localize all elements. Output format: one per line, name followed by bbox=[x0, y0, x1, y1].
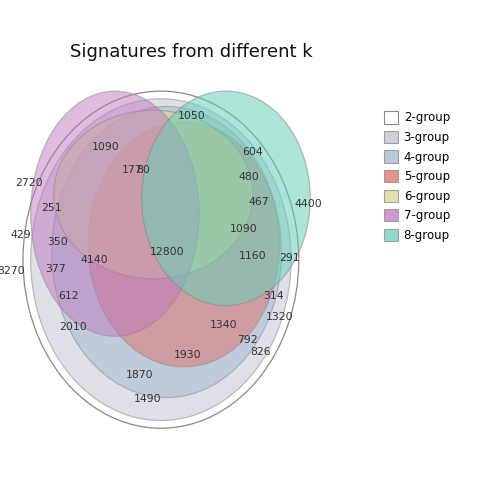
Text: 314: 314 bbox=[264, 291, 284, 301]
Text: 480: 480 bbox=[238, 172, 260, 182]
Ellipse shape bbox=[142, 91, 310, 305]
Ellipse shape bbox=[53, 110, 253, 279]
Text: 4400: 4400 bbox=[294, 199, 322, 209]
Text: 826: 826 bbox=[250, 347, 271, 357]
Text: 251: 251 bbox=[41, 203, 62, 213]
Text: 467: 467 bbox=[248, 197, 269, 207]
Text: 1490: 1490 bbox=[134, 395, 161, 405]
Text: 350: 350 bbox=[47, 237, 68, 247]
Text: 3270: 3270 bbox=[0, 266, 25, 276]
Text: 80: 80 bbox=[136, 165, 150, 175]
Text: 1090: 1090 bbox=[229, 224, 257, 234]
Text: 12800: 12800 bbox=[149, 247, 184, 257]
Text: 1870: 1870 bbox=[126, 369, 154, 380]
Text: 4140: 4140 bbox=[80, 255, 108, 265]
Text: 612: 612 bbox=[58, 291, 79, 301]
Text: 177: 177 bbox=[122, 165, 143, 175]
Text: 291: 291 bbox=[279, 253, 299, 263]
Text: 1340: 1340 bbox=[210, 320, 238, 330]
Ellipse shape bbox=[88, 122, 280, 367]
Text: 792: 792 bbox=[237, 335, 258, 345]
Text: 1090: 1090 bbox=[91, 142, 119, 152]
Text: 1930: 1930 bbox=[174, 350, 202, 360]
Text: 429: 429 bbox=[11, 230, 31, 240]
Text: 1160: 1160 bbox=[239, 251, 267, 261]
Text: 604: 604 bbox=[242, 147, 263, 157]
Text: 2720: 2720 bbox=[15, 178, 42, 188]
Legend: 2-group, 3-group, 4-group, 5-group, 6-group, 7-group, 8-group: 2-group, 3-group, 4-group, 5-group, 6-gr… bbox=[379, 107, 455, 246]
Text: 377: 377 bbox=[45, 264, 66, 274]
Text: 1050: 1050 bbox=[177, 111, 206, 121]
Ellipse shape bbox=[31, 99, 291, 420]
Ellipse shape bbox=[31, 91, 199, 336]
Text: 2010: 2010 bbox=[59, 322, 87, 332]
Title: Signatures from different k: Signatures from different k bbox=[70, 43, 313, 60]
Text: 1320: 1320 bbox=[266, 312, 293, 322]
Ellipse shape bbox=[52, 106, 282, 398]
